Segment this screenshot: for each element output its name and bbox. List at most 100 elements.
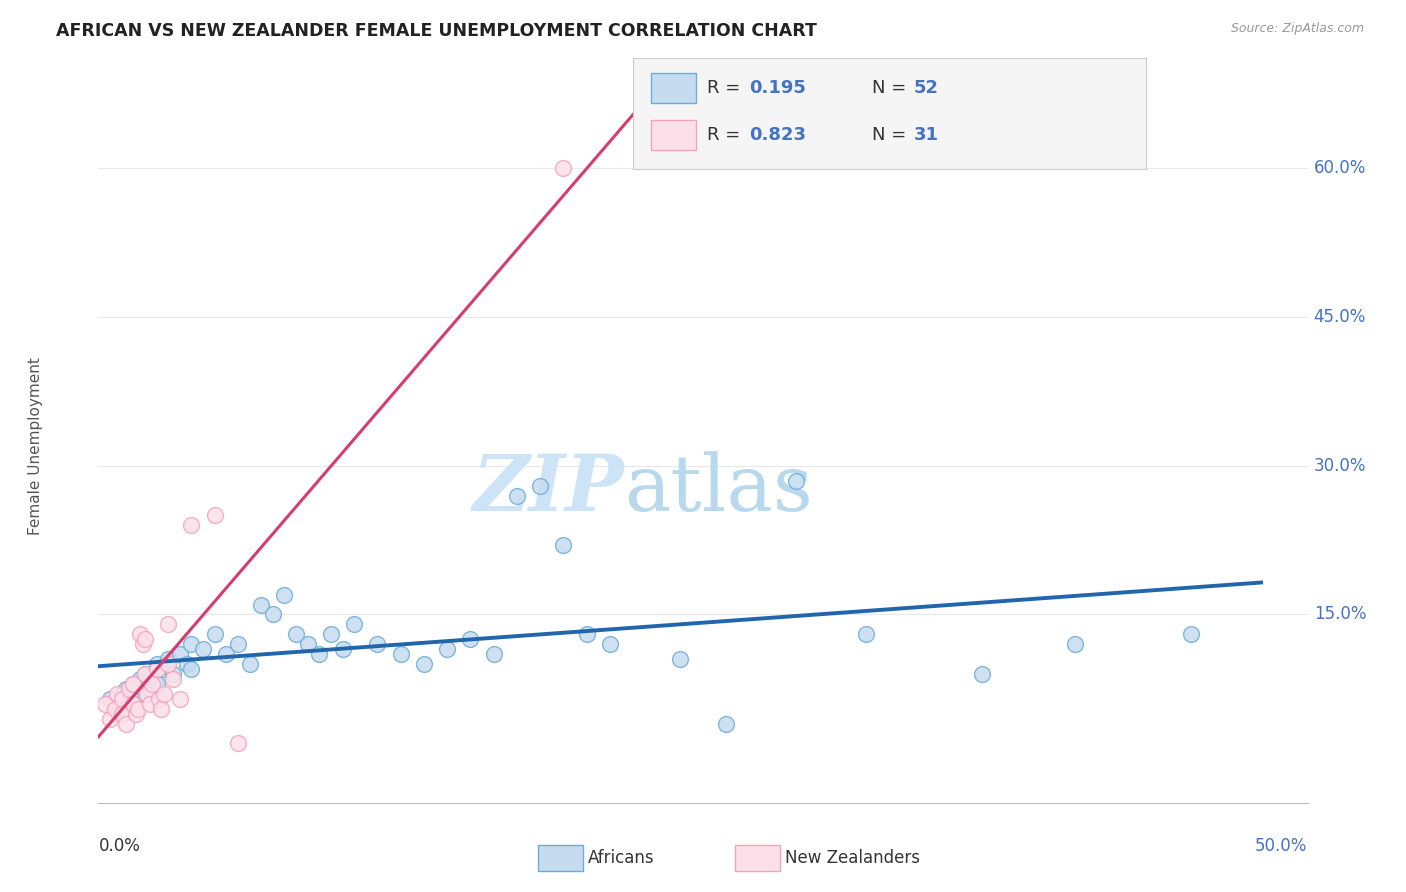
Text: 60.0%: 60.0% [1313, 160, 1367, 178]
Text: 31: 31 [914, 126, 939, 144]
Text: New Zealanders: New Zealanders [785, 849, 920, 867]
Point [129, 672, 152, 686]
Point [250, 598, 273, 612]
Point [169, 647, 191, 661]
Point [127, 701, 149, 715]
Text: N =: N = [872, 126, 911, 144]
Point [204, 508, 226, 523]
Point [148, 691, 170, 706]
Point [122, 677, 145, 691]
Point [134, 632, 156, 647]
Point [716, 716, 738, 731]
Text: 30.0%: 30.0% [1313, 457, 1367, 475]
Text: 0.195: 0.195 [749, 79, 806, 97]
Point [436, 642, 458, 657]
Point [1180, 627, 1202, 641]
Point [343, 617, 366, 632]
Point [191, 642, 214, 657]
Point [138, 697, 160, 711]
Point [169, 691, 191, 706]
Text: 50.0%: 50.0% [1256, 837, 1308, 855]
Point [115, 681, 138, 696]
Text: R =: R = [707, 126, 747, 144]
Point [366, 637, 388, 651]
Point [138, 681, 160, 696]
Point [145, 657, 167, 671]
Point [162, 667, 184, 681]
Point [122, 677, 145, 691]
Text: 52: 52 [914, 79, 939, 97]
Text: R =: R = [707, 79, 747, 97]
Point [529, 478, 551, 492]
Point [162, 672, 184, 686]
Point [180, 518, 202, 533]
Point [970, 667, 993, 681]
Point [482, 647, 505, 661]
Point [506, 489, 529, 503]
Point [122, 697, 145, 711]
Point [152, 687, 174, 701]
Point [104, 701, 127, 715]
Point [118, 681, 141, 696]
Point [215, 647, 238, 661]
Text: N =: N = [872, 79, 911, 97]
Point [204, 627, 226, 641]
Point [134, 667, 156, 681]
Point [553, 538, 575, 552]
Point [226, 736, 249, 750]
Point [145, 677, 167, 691]
Point [131, 637, 153, 651]
Point [115, 716, 138, 731]
Point [136, 687, 159, 701]
Point [122, 697, 145, 711]
Point [111, 691, 134, 706]
Point [134, 667, 156, 681]
Point [1064, 637, 1087, 651]
Point [785, 474, 807, 488]
Point [98, 712, 121, 726]
Point [111, 706, 134, 721]
Point [111, 706, 134, 721]
Point [111, 687, 134, 701]
Point [389, 647, 412, 661]
Point [157, 652, 180, 666]
Text: atlas: atlas [624, 451, 813, 526]
Point [332, 642, 354, 657]
Point [297, 637, 319, 651]
Point [180, 662, 202, 676]
Text: Female Unemployment: Female Unemployment [28, 357, 44, 535]
Point [413, 657, 436, 671]
Point [226, 637, 249, 651]
Point [124, 706, 146, 721]
Point [145, 662, 167, 676]
Point [239, 657, 262, 671]
Point [273, 588, 295, 602]
Text: Source: ZipAtlas.com: Source: ZipAtlas.com [1230, 22, 1364, 36]
Point [308, 647, 330, 661]
Point [553, 161, 575, 176]
Text: Africans: Africans [588, 849, 654, 867]
Point [599, 637, 621, 651]
Point [150, 701, 173, 715]
Point [141, 677, 163, 691]
Text: ZIP: ZIP [472, 450, 624, 527]
Point [668, 652, 690, 666]
Point [176, 657, 198, 671]
Text: 45.0%: 45.0% [1313, 308, 1367, 326]
Point [94, 697, 117, 711]
Point [180, 637, 202, 651]
Text: 0.823: 0.823 [749, 126, 807, 144]
Point [855, 627, 877, 641]
Text: 15.0%: 15.0% [1313, 606, 1367, 624]
Point [460, 632, 482, 647]
Point [105, 701, 128, 715]
Point [129, 627, 152, 641]
Point [157, 657, 180, 671]
Point [98, 691, 121, 706]
Point [262, 607, 284, 622]
Text: 0.0%: 0.0% [98, 837, 141, 855]
Point [105, 687, 128, 701]
Point [157, 617, 180, 632]
Point [152, 662, 174, 676]
Point [285, 627, 308, 641]
